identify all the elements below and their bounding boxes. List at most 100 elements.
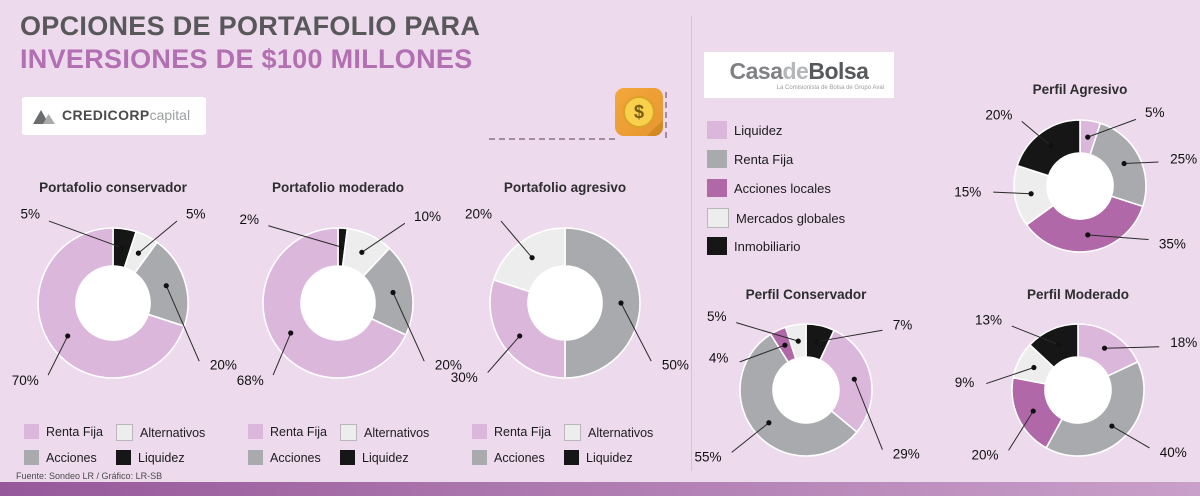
legend-item-renta-fija: Renta Fija [472, 424, 551, 439]
legend-label-liquidez: Liquidez [734, 122, 783, 138]
casadebolsa-tagline: La Comisionista de Bolsa de Grupo Aval [776, 84, 884, 91]
dollar-coin-icon: $ [623, 96, 655, 128]
perfil-agresivo-segment-renta-fija [1089, 122, 1147, 208]
legend-swatch-renta-fija [707, 150, 727, 168]
footer-source: Fuente: Sondeo LR / Gráfico: LR-SB [16, 471, 163, 481]
legend-item-inmobiliario: Inmobiliario [707, 237, 800, 255]
legend-item-alternativos: Alternativos [564, 424, 653, 441]
casadebolsa-wordmark: CasadeBolsa [730, 57, 869, 84]
legend-label-alternativos: Alternativos [140, 425, 206, 440]
legend-item-renta-fija: Renta Fija [707, 150, 793, 168]
perfil-moderado-label-mercados-globales: 9% [955, 375, 975, 390]
chart-title-portafolio-agresivo: Portafolio agresivo [503, 180, 627, 195]
legend-item-acciones-locales: Acciones locales [707, 179, 831, 197]
legend-swatch-alternativos [340, 424, 357, 441]
legend-swatch-renta-fija [472, 424, 487, 439]
legend-label-renta-fija: Renta Fija [734, 151, 794, 167]
legend-swatch-acciones [472, 450, 487, 465]
legend-label-renta-fija: Renta Fija [270, 424, 327, 439]
legend-label-acciones: Acciones [494, 450, 545, 465]
legend-item-liquidez: Liquidez [564, 450, 633, 465]
chart-title-perfil-moderado: Perfil Moderado [1026, 287, 1129, 302]
legend-swatch-acciones-locales [707, 179, 727, 197]
perfil-moderado-label-renta-fija: 40% [1160, 445, 1187, 460]
legend-swatch-liquidez [707, 121, 727, 139]
portafolio-conservador-label-alternativos: 5% [186, 207, 206, 222]
legend-label-inmobiliario: Inmobiliario [734, 238, 801, 254]
perfil-agresivo-label-renta-fija: 25% [1170, 152, 1197, 167]
chart-title-perfil-agresivo: Perfil Agresivo [1032, 82, 1128, 97]
perfil-agresivo-label-acciones-locales: 35% [1159, 236, 1186, 251]
portafolio-conservador-segment-renta-fija [37, 227, 186, 379]
perfil-conservador-segment-renta-fija [739, 333, 858, 457]
legend-item-liquidez: Liquidez [707, 121, 782, 139]
perfil-moderado-label-liquidez: 18% [1170, 335, 1197, 350]
legend-item-renta-fija: Renta Fija [24, 424, 103, 439]
legend-swatch-inmobiliario [707, 237, 727, 255]
perfil-conservador-label-mercados-globales: 5% [707, 309, 727, 324]
legend-swatch-liquidez [116, 450, 131, 465]
portafolio-agresivo-label-renta-fija: 30% [451, 370, 478, 385]
legend-label-acciones: Acciones [270, 450, 321, 465]
legend-label-liquidez: Liquidez [586, 450, 633, 465]
legend-label-renta-fija: Renta Fija [494, 424, 551, 439]
donut-portafolio-agresivo: 50% 30% 20% [451, 207, 689, 385]
legend-item-liquidez: Liquidez [340, 450, 409, 465]
legend-item-acciones: Acciones [248, 450, 321, 465]
legend-label-alternativos: Alternativos [588, 425, 654, 440]
perfil-conservador-label-liquidez: 29% [893, 447, 920, 462]
perfil-agresivo-label-inmobiliario: 20% [985, 107, 1012, 122]
portafolio-agresivo-label-alternativos: 20% [465, 207, 492, 222]
legend-label-acciones: Acciones [46, 450, 97, 465]
perfil-moderado-segment-renta-fija [1045, 360, 1145, 457]
perfil-conservador-label-acciones-locales: 4% [709, 351, 729, 366]
legend-label-alternativos: Alternativos [364, 425, 430, 440]
portafolio-agresivo-segment-alternativos [492, 227, 566, 293]
portafolio-conservador-label-acciones: 20% [210, 358, 237, 373]
page-title: OPCIONES DE PORTAFOLIO PARA INVERSIONES … [20, 10, 480, 76]
chart-title-perfil-conservador: Perfil Conservador [745, 287, 867, 302]
casadebolsa-logo: CasadeBolsa La Comisionista de Bolsa de … [704, 52, 894, 98]
dashed-connector-vertical [665, 92, 667, 138]
donut-perfil-agresivo: 5% 25% 35% 15% 20% [954, 105, 1197, 253]
donut-portafolio-conservador: 5% 5% 20% 70% [12, 207, 237, 388]
portafolio-moderado-segment-renta-fija [262, 227, 407, 379]
perfil-conservador-label-inmobiliario: 7% [893, 317, 913, 332]
donut-perfil-conservador: 7% 29% 55% 4% 5% [695, 309, 920, 464]
section-divider [691, 16, 692, 471]
legend-swatch-acciones [24, 450, 39, 465]
page-title-line2: INVERSIONES DE $100 MILLONES [20, 44, 473, 74]
legend-swatch-acciones [248, 450, 263, 465]
perfil-agresivo-label-mercados-globales: 15% [954, 185, 981, 200]
legend-label-liquidez: Liquidez [138, 450, 185, 465]
legend-item-alternativos: Alternativos [116, 424, 205, 441]
portafolio-moderado-label-acciones: 20% [435, 358, 462, 373]
portafolio-conservador-label-renta-fija: 70% [12, 373, 39, 388]
portafolio-moderado-label-renta-fija: 68% [237, 373, 264, 388]
perfil-agresivo-segment-inmobiliario [1016, 119, 1081, 177]
credicorp-wordmark-primary: CREDICORP [62, 107, 150, 123]
legend-swatch-renta-fija [248, 424, 263, 439]
legend-swatch-alternativos [116, 424, 133, 441]
perfil-agresivo-label-liquidez: 5% [1145, 105, 1165, 120]
portafolio-moderado-label-alternativos: 10% [414, 209, 441, 224]
donut-perfil-moderado: 18% 40% 20% 9% 13% [955, 313, 1198, 463]
legend-swatch-liquidez [340, 450, 355, 465]
chart-title-portafolio-moderado: Portafolio moderado [271, 180, 404, 195]
casadebolsa-wordmark-bolsa: Bolsa [808, 57, 869, 84]
perfil-conservador-segment-liquidez [818, 329, 873, 434]
legend-item-acciones: Acciones [472, 450, 545, 465]
legend-label-acciones-locales: Acciones locales [734, 180, 831, 196]
perfil-moderado-segment-inmobiliario [1028, 323, 1079, 369]
portafolio-agresivo-label-acciones: 50% [662, 358, 689, 373]
perfil-conservador-label-renta-fija: 55% [695, 449, 722, 464]
coin-icon: $ [615, 88, 663, 136]
legend-label-liquidez: Liquidez [362, 450, 409, 465]
legend-item-acciones: Acciones [24, 450, 97, 465]
credicorp-logo: CREDICORPcapital [22, 97, 206, 135]
portafolio-moderado-label-liquidez: 2% [240, 212, 260, 227]
credicorp-wordmark-secondary: capital [149, 107, 191, 123]
legend-swatch-alternativos [564, 424, 581, 441]
page-title-line1: OPCIONES DE PORTAFOLIO PARA [20, 11, 481, 41]
